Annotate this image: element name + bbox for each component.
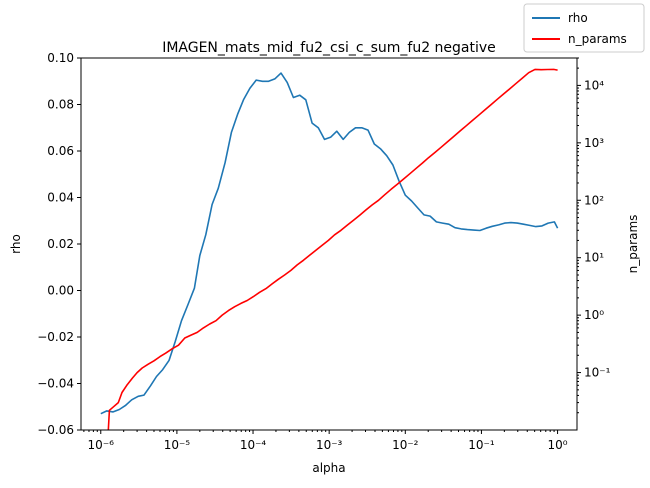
- x-axis-ticks: 10⁻⁶ 10⁻⁵ 10⁻⁴ 10⁻³ 10⁻² 10⁻¹ 10⁰: [83, 430, 568, 452]
- x-tick-label: 10⁻⁴: [240, 438, 267, 452]
- legend-label-n-params: n_params: [568, 32, 627, 46]
- left-y-tick-label: 0.02: [47, 237, 74, 251]
- legend-label-rho: rho: [568, 11, 588, 25]
- left-y-axis-label: rho: [9, 234, 23, 254]
- left-y-tick-label: 0.10: [47, 51, 74, 65]
- plot-lines: [100, 68, 559, 430]
- left-y-tick-label: 0.00: [47, 284, 74, 298]
- series-line-n-params: [107, 68, 558, 430]
- right-y-tick-label: 10²: [584, 193, 604, 207]
- right-y-tick-label: 10⁻¹: [584, 366, 611, 380]
- left-y-tick-label: −0.04: [37, 377, 74, 391]
- x-tick-label: 10⁻³: [316, 438, 343, 452]
- left-y-axis-ticks: 0.10 0.08 0.06 0.04 0.02 0.00 −0.02 −0.04 −0.06: [37, 51, 81, 437]
- x-tick-label: 10⁻¹: [468, 438, 495, 452]
- x-tick-label: 10⁻⁵: [164, 438, 191, 452]
- series-line-rho: [100, 72, 559, 415]
- right-y-axis-label: n_params: [626, 215, 640, 274]
- x-tick-label: 10⁻⁶: [88, 438, 115, 452]
- right-y-tick-label: 10¹: [584, 251, 604, 265]
- right-y-axis-ticks: 10⁻¹ 10⁰ 10¹ 10² 10³ 10⁴: [577, 57, 611, 414]
- right-y-tick-label: 10³: [584, 136, 604, 150]
- plot-frame: [80, 57, 578, 431]
- left-y-tick-label: 0.04: [47, 191, 74, 205]
- right-y-tick-label: 10⁴: [584, 78, 604, 92]
- x-axis-label: alpha: [312, 461, 345, 475]
- left-y-tick-label: 0.06: [47, 144, 74, 158]
- right-y-tick-label: 10⁰: [584, 308, 604, 322]
- left-y-tick-label: −0.06: [37, 423, 74, 437]
- legend: rho n_params: [523, 3, 645, 53]
- left-y-tick-label: 0.08: [47, 98, 74, 112]
- left-y-tick-label: −0.02: [37, 330, 74, 344]
- chart-title: IMAGEN_mats_mid_fu2_csi_c_sum_fu2 negati…: [162, 40, 496, 56]
- x-tick-label: 10⁰: [548, 438, 568, 452]
- x-tick-label: 10⁻²: [392, 438, 419, 452]
